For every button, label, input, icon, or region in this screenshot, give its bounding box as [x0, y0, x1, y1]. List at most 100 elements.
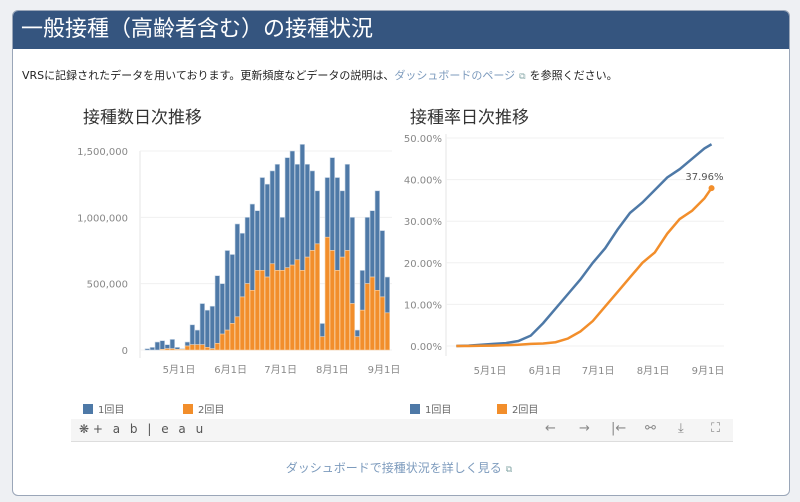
bar-dose1	[204, 309, 210, 348]
bar-dose2	[329, 250, 335, 351]
bar-dose1	[349, 217, 355, 304]
logo-text: + a b | e a u	[92, 422, 207, 436]
bar-dose1	[249, 203, 255, 291]
bar-dose2	[379, 296, 385, 351]
bar-dose2	[229, 323, 235, 351]
bar-dose1	[384, 276, 390, 314]
bar-dose2	[164, 348, 170, 351]
line-dose1	[456, 143, 713, 348]
last-point-marker	[708, 185, 715, 192]
y-tick-label: 10.00%	[404, 300, 442, 311]
bar-dose1	[264, 183, 270, 278]
bar-dose1	[314, 190, 320, 245]
bar-dose2	[214, 343, 220, 351]
bar-dose2	[289, 264, 295, 351]
bar-dose1	[269, 170, 275, 265]
bar-dose2	[369, 276, 375, 351]
x-tick-label: 6月1日	[214, 364, 247, 376]
x-tick-label: 7月1日	[582, 365, 615, 377]
revert-icon[interactable]: |←	[611, 421, 627, 436]
bar-legend-dose2[interactable]: 2回目	[183, 401, 224, 416]
bar-dose2	[259, 270, 265, 351]
bar-dose2	[174, 349, 180, 351]
bar-dose1	[194, 329, 200, 345]
bar-dose2	[264, 276, 270, 351]
bar-dose2	[384, 312, 390, 351]
bar-dose2	[179, 349, 185, 351]
bar-dose2	[304, 256, 310, 351]
line-legend-dose2[interactable]: 2回目	[497, 401, 538, 416]
bar-dose2	[334, 270, 340, 351]
bar-dose2	[324, 236, 330, 351]
line-legend-dose1[interactable]: 1回目	[410, 401, 451, 416]
bar-dose1	[309, 170, 315, 251]
y-tick-label: 0.00%	[410, 342, 442, 353]
bar-dose1	[214, 275, 220, 344]
y-tick-label: 0	[122, 346, 128, 357]
y-tick-label: 50.00%	[404, 134, 442, 145]
redo-icon[interactable]: →	[579, 421, 590, 436]
bar-dose2	[279, 270, 285, 351]
bar-dose1	[359, 270, 365, 311]
bar-dose2	[224, 329, 230, 351]
y-tick-label: 40.00%	[404, 176, 442, 187]
x-tick-label: 7月1日	[264, 364, 297, 376]
x-tick-label: 5月1日	[474, 365, 507, 377]
bar-dose1	[289, 150, 295, 266]
bar-dose2	[364, 283, 370, 351]
bar-dose1	[284, 157, 290, 269]
x-tick-label: 6月1日	[529, 365, 562, 377]
bar-dose1	[219, 283, 225, 335]
intro-text: VRSに記録されたデータを用いております。更新頻度などデータの説明は、ダッシュボ…	[22, 67, 618, 83]
legend-swatch	[410, 403, 420, 414]
bar-dose1	[279, 217, 285, 271]
dashboard-detail-link[interactable]: ダッシュボードで接種状況を詳しく見る	[285, 461, 502, 475]
download-icon[interactable]: ⤓	[678, 421, 684, 436]
x-tick-label: 8月1日	[316, 364, 349, 376]
bar-dose2	[349, 303, 355, 351]
bar-dose1	[164, 344, 170, 349]
bar-dose2	[284, 267, 290, 351]
y-tick-label: 500,000	[87, 280, 128, 291]
bar-dose2	[254, 270, 260, 351]
bar-legend-dose1[interactable]: 1回目	[83, 401, 124, 416]
x-tick-label: 8月1日	[637, 365, 670, 377]
undo-icon[interactable]: ←	[545, 421, 556, 436]
bar-dose2	[184, 345, 190, 351]
bar-dose1	[369, 210, 375, 278]
bar-dose1	[319, 323, 325, 338]
dashboard-page-link[interactable]: ダッシュボードのページ	[394, 69, 516, 82]
bar-dose2	[359, 309, 365, 351]
bar-dose1	[259, 177, 265, 271]
fullscreen-icon[interactable]: ⛶	[711, 421, 721, 436]
bar-dose2	[319, 336, 325, 351]
bar-dose1	[299, 144, 305, 271]
bar-dose1	[354, 329, 360, 338]
bar-dose1	[229, 254, 235, 324]
bar-chart-title: 接種数日次推移	[83, 108, 202, 128]
bar-dose1	[274, 163, 280, 271]
tableau-logo[interactable]: ❋ + a b | e a u	[79, 422, 207, 436]
bar-dose2	[199, 344, 205, 351]
external-link-icon: ⧉	[519, 72, 526, 82]
intro-after: を参照ください。	[529, 69, 618, 82]
line-dose2	[456, 187, 713, 348]
bar-dose1	[294, 163, 300, 261]
y-tick-label: 20.00%	[404, 259, 442, 270]
bar-dose2	[299, 270, 305, 351]
bar-dose2	[189, 344, 195, 351]
bar-dose1	[189, 324, 195, 345]
bar-dose1	[154, 341, 160, 351]
bar-dose2	[249, 289, 255, 351]
bar-dose1	[209, 305, 215, 349]
bar-dose2	[194, 344, 200, 351]
bar-dose2	[204, 347, 210, 351]
bar-dose1	[234, 223, 240, 318]
bar-dose2	[309, 250, 315, 351]
bar-dose2	[344, 250, 350, 351]
x-tick-label: 5月1日	[163, 364, 196, 376]
share-icon[interactable]: ⚯	[645, 421, 656, 436]
bar-dose1	[374, 190, 380, 291]
dashboard-card: 一般接種（高齢者含む）の接種状況 VRSに記録されたデータを用いております。更新…	[12, 10, 790, 496]
bar-dose2	[239, 296, 245, 351]
